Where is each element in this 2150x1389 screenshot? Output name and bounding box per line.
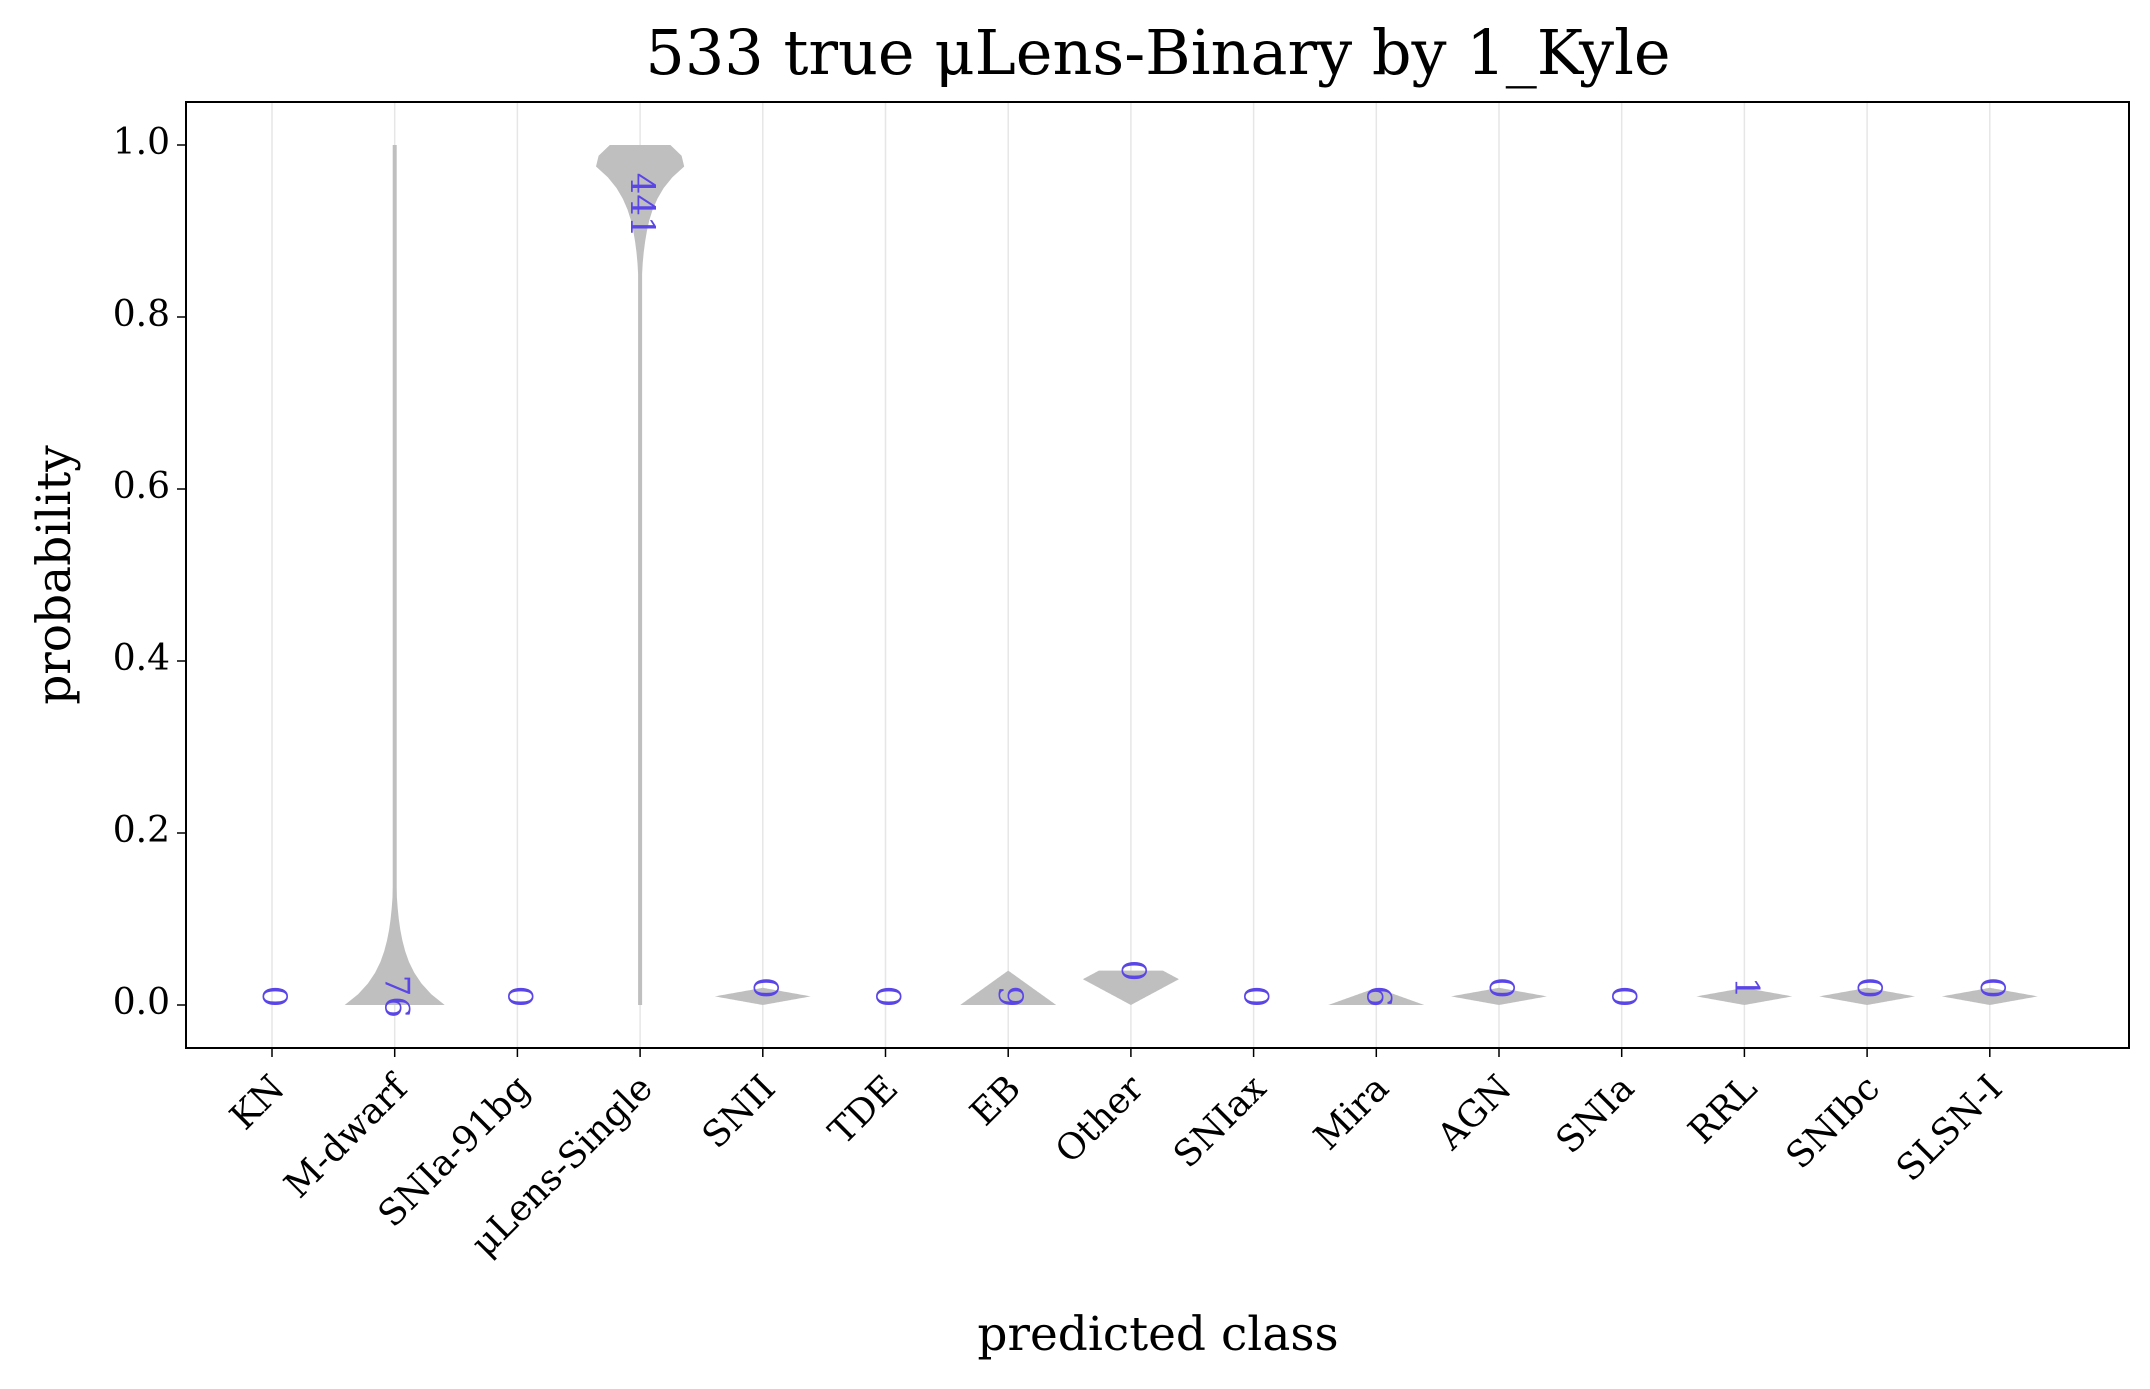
x-tick-label: EB: [963, 1068, 1029, 1134]
x-tick-label: AGN: [1429, 1068, 1520, 1159]
violin: [1451, 987, 1547, 1005]
x-tick-label: RRL: [1681, 1068, 1765, 1152]
count-label: 0: [254, 986, 294, 1008]
x-tick-label: SLSN-I: [1889, 1068, 2011, 1190]
count-label: 0: [499, 986, 539, 1008]
count-label: 6: [1358, 986, 1398, 1008]
x-tick-label: Other: [1048, 1067, 1152, 1171]
violin: [344, 145, 445, 1005]
y-tick-label: 0.6: [113, 466, 170, 507]
x-tick-label: Mira: [1306, 1068, 1397, 1159]
count-label: 0: [1604, 986, 1644, 1008]
x-tick-label: SNIbc: [1779, 1068, 1888, 1177]
count-label: 76: [377, 975, 417, 1018]
y-tick-label: 0.4: [113, 638, 170, 679]
chart-title: 533 true μLens-Binary by 1_Kyle: [645, 16, 1670, 89]
x-tick-label: SNII: [695, 1068, 784, 1157]
count-label: 0: [1236, 986, 1276, 1008]
x-tick-label: KN: [222, 1068, 292, 1138]
y-tick-label: 1.0: [113, 122, 170, 163]
x-tick-label: TDE: [821, 1068, 906, 1153]
violin: [1941, 987, 2038, 1005]
count-label: 0: [868, 986, 908, 1008]
count-label: 441: [622, 173, 662, 238]
x-axis-label: predicted class: [977, 1307, 1338, 1362]
violin: [714, 987, 811, 1005]
y-tick-label: 0.8: [113, 294, 170, 335]
violin: [596, 145, 685, 1005]
count-label: 0: [1113, 960, 1153, 982]
plot-frame: [185, 101, 2130, 1049]
count-label: 0: [1849, 977, 1889, 999]
x-tick-label: SNIax: [1166, 1068, 1274, 1176]
violin: [1696, 987, 1793, 1005]
violin: [960, 970, 1057, 1005]
y-tick-label: 0.0: [113, 982, 170, 1023]
count-label: 0: [745, 977, 785, 999]
y-tick-label: 0.2: [113, 810, 170, 851]
count-label: 9: [990, 986, 1030, 1008]
y-axis-label: probability: [27, 445, 82, 705]
violin: [1819, 987, 1916, 1005]
count-label: 0: [1481, 977, 1521, 999]
count-label: 1: [1726, 977, 1766, 999]
violin: [1328, 987, 1425, 1005]
x-tick-label: SNIa: [1548, 1068, 1642, 1162]
count-label: 0: [1972, 977, 2012, 999]
violin: [1082, 970, 1179, 1005]
